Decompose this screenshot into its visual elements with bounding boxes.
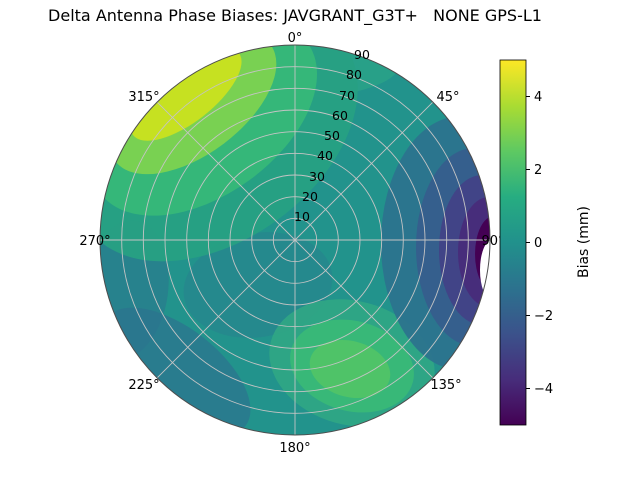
grid-spoke [156,101,296,241]
theta-tick-label-90: 90° [481,234,504,249]
r-tick-label-10: 10 [294,209,310,224]
r-tick-label-80: 80 [346,67,362,82]
polar-spine [99,44,491,436]
theta-tick-labels: 0° 45° 90° 135° 180° 225° 270° 315° [79,31,504,456]
colorbar-tick-labels: 4 2 0 −2 −4 [534,90,553,397]
grid-spoke [156,239,296,379]
theta-tick-label-315: 315° [128,90,159,105]
plot-title: Delta Antenna Phase Biases: JAVGRANT_G3T… [48,6,542,26]
theta-tick-label-135: 135° [430,378,461,393]
contour-se-green-core [309,339,391,399]
r-tick-labels: 10 20 30 40 50 60 70 80 90 [294,47,370,224]
colorbar-tick-label: 4 [534,90,542,105]
theta-tick-label-225: 225° [128,378,159,393]
grid-spoke [294,239,434,379]
polar-grid [100,45,490,435]
r-tick-label-60: 60 [332,108,348,123]
r-tick-label-70: 70 [339,88,355,103]
colorbar-gradient [499,59,527,426]
contour-nw-core-bright [130,47,242,141]
theta-tick-label-0: 0° [288,31,303,46]
grid-spoke [294,101,434,241]
r-tick-label-20: 20 [302,189,318,204]
theta-tick-label-270: 270° [79,234,110,249]
theta-tick-label-45: 45° [436,90,459,105]
colorbar-axis-label: Bias (mm) [576,206,592,278]
r-tick-label-40: 40 [317,148,333,163]
r-tick-label-30: 30 [309,169,325,184]
r-tick-label-50: 50 [324,128,340,143]
colorbar: 4 2 0 −2 −4 Bias (mm) [499,59,592,426]
theta-tick-label-180: 180° [279,441,310,456]
r-tick-label-90: 90 [354,47,370,62]
colorbar-ticks [526,96,530,389]
contour-sw-dark-patch [101,307,251,435]
colorbar-tick-label: 2 [534,163,542,178]
colorbar-tick-label: 0 [534,236,542,251]
colorbar-tick-label: −2 [534,309,553,324]
colorbar-tick-label: −4 [534,382,553,397]
